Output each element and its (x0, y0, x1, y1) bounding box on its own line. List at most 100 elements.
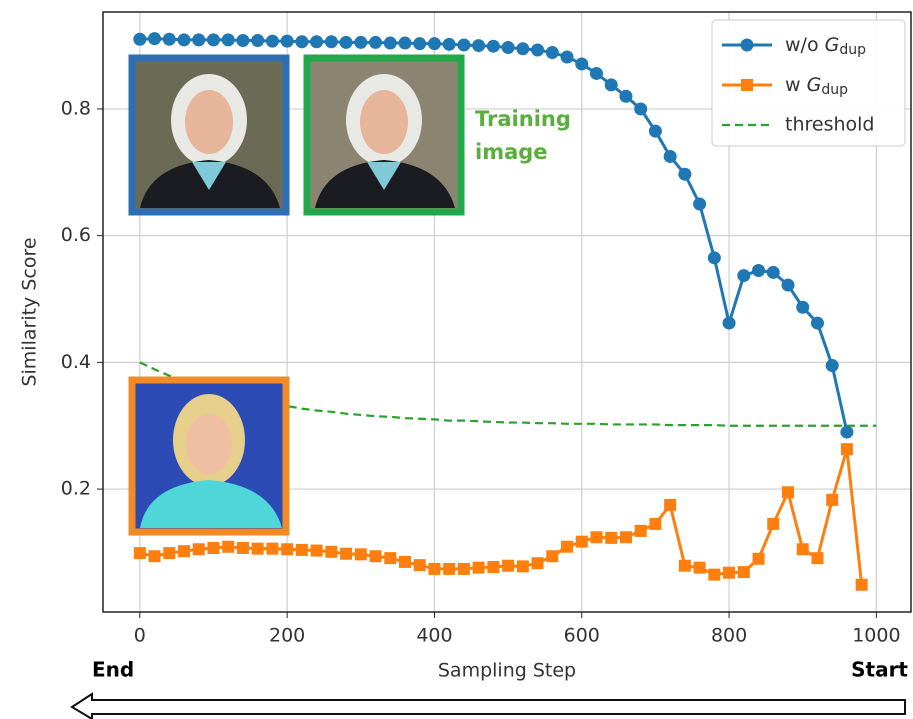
point (251, 34, 264, 47)
point (664, 499, 676, 511)
point (561, 50, 574, 63)
point (163, 547, 175, 559)
point (296, 544, 308, 556)
x-tick-label: 1000 (852, 625, 900, 647)
legend-marker (741, 39, 754, 52)
x-tick-label: 400 (416, 625, 452, 647)
x-axis-label: Sampling Step (438, 660, 576, 682)
point (134, 547, 146, 559)
photo-generated (132, 58, 286, 212)
point (546, 550, 558, 562)
training-label-line: image (475, 140, 548, 164)
point (311, 545, 323, 557)
point (575, 57, 588, 70)
point (634, 102, 647, 115)
point (178, 545, 190, 557)
point (679, 560, 691, 572)
x-tick-label: 800 (711, 625, 747, 647)
point (325, 35, 338, 48)
end-label: End (92, 658, 134, 682)
point (590, 531, 602, 543)
point (222, 33, 235, 46)
point (487, 40, 500, 53)
x-tick-label: 200 (269, 625, 305, 647)
direction-arrow (72, 694, 905, 719)
point (856, 579, 868, 591)
chart: 0 200 400 600 800 1000 0.2 0.4 0.6 0.8 Training im… (0, 0, 913, 719)
point (649, 125, 662, 138)
point (252, 543, 264, 555)
point (723, 567, 735, 579)
legend-label: threshold (785, 114, 874, 136)
point (737, 269, 750, 282)
training-label: Training image (475, 107, 571, 164)
point (752, 264, 765, 277)
point (340, 36, 353, 49)
point (443, 38, 456, 51)
point (767, 518, 779, 530)
point (295, 35, 308, 48)
point (458, 563, 470, 575)
point (826, 494, 838, 506)
point (473, 562, 485, 574)
point (266, 35, 279, 48)
point (193, 543, 205, 555)
point (546, 46, 559, 59)
point (811, 552, 823, 564)
point (767, 266, 780, 279)
point (133, 33, 146, 46)
point (708, 251, 721, 264)
point (708, 569, 720, 581)
point (502, 560, 514, 572)
point (797, 543, 809, 555)
point (782, 486, 794, 498)
y-tick-label: 0.4 (61, 351, 91, 373)
point (355, 548, 367, 560)
y-tick-label: 0.6 (61, 224, 91, 246)
point (163, 33, 176, 46)
point (325, 546, 337, 558)
point (149, 550, 161, 562)
point (796, 301, 809, 314)
point (753, 553, 765, 565)
point (398, 37, 411, 50)
point (605, 78, 618, 91)
point (487, 561, 499, 573)
x-tick-label: 0 (134, 625, 146, 647)
y-tick-label: 0.2 (61, 478, 91, 500)
point (148, 32, 161, 45)
point (472, 39, 485, 52)
point (428, 37, 441, 50)
x-tick-label: 600 (564, 625, 600, 647)
point (532, 557, 544, 569)
point (531, 44, 544, 57)
point (310, 35, 323, 48)
point (384, 37, 397, 50)
point (619, 90, 632, 103)
point (561, 541, 573, 553)
point (516, 42, 529, 55)
point (502, 41, 515, 54)
point (457, 38, 470, 51)
training-label-line: Training (475, 107, 571, 131)
point (678, 168, 691, 181)
point (694, 562, 706, 574)
y-axis-label: Similarity Score (19, 237, 41, 386)
point (413, 37, 426, 50)
point (369, 36, 382, 49)
point (222, 541, 234, 553)
point (517, 560, 529, 572)
point (620, 531, 632, 543)
point (443, 563, 455, 575)
y-tick-label: 0.8 (61, 97, 91, 119)
photo-training (307, 58, 461, 212)
point (281, 543, 293, 555)
point (590, 67, 603, 80)
point (664, 150, 677, 163)
point (781, 279, 794, 292)
point (178, 33, 191, 46)
point (399, 556, 411, 568)
point (354, 36, 367, 49)
point (723, 317, 736, 330)
point (384, 552, 396, 564)
